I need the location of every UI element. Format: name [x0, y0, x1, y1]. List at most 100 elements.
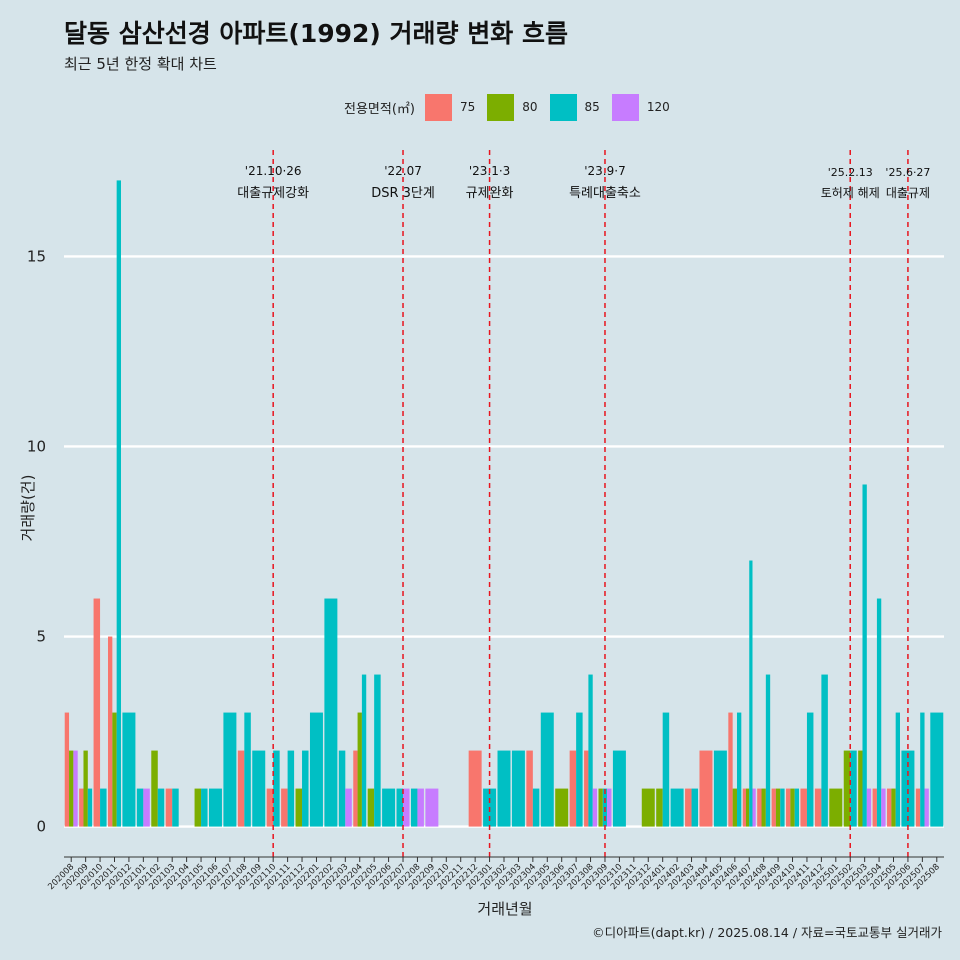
- bar-202111-75: [281, 788, 288, 827]
- x-axis-label: 거래년월: [477, 900, 532, 918]
- event-label-3: 특례대출축소: [569, 186, 641, 201]
- gridlines: [64, 255, 944, 828]
- bar-202309-120: [607, 788, 612, 827]
- bar-202207-120: [403, 788, 410, 827]
- bar-202106-85: [208, 788, 222, 827]
- bar-202008-120: [73, 750, 78, 827]
- legend: 전용면적(㎡) 75 80 85 120: [344, 92, 682, 122]
- bar-202108-75: [237, 750, 245, 827]
- bar-202502-80: [843, 750, 851, 827]
- bar-202406-85: [736, 712, 742, 827]
- legend-item-85: 85: [549, 93, 600, 121]
- bar-202209-120: [425, 788, 439, 827]
- bar-202507-120: [924, 788, 929, 827]
- event-date-0: '21.10·26: [245, 164, 302, 178]
- bar-202501-80: [829, 788, 843, 827]
- bar-202112-80: [295, 788, 303, 827]
- legend-label-85: 85: [584, 100, 600, 114]
- event-date-1: '22.07: [384, 164, 422, 178]
- legend-item-80: 80: [487, 93, 538, 121]
- bar-202505-75: [887, 788, 892, 827]
- bar-202102-80: [151, 750, 158, 827]
- bar-202505-80: [891, 788, 896, 827]
- event-label-5: 대출규제: [886, 186, 930, 200]
- bar-202409-80: [775, 788, 781, 827]
- bar-202308-85: [588, 674, 593, 827]
- bar-202307-85: [576, 712, 583, 827]
- bar-202208-85: [410, 788, 418, 827]
- bar-202112-85: [302, 750, 309, 827]
- bar-202503-80: [858, 750, 863, 827]
- y-tick-label-5: 5: [36, 628, 46, 646]
- chart-subtitle: 최근 5년 한정 확대 차트: [64, 55, 217, 73]
- bar-202503-120: [866, 788, 872, 827]
- bar-202402-85: [670, 788, 684, 827]
- bar-202212-75: [468, 750, 482, 827]
- bar-202204-75: [353, 750, 358, 827]
- bar-202408-80: [761, 788, 766, 827]
- bar-202304-75: [526, 750, 533, 827]
- bar-202207-85: [396, 788, 404, 827]
- y-axis-label: 거래량(건): [19, 475, 37, 542]
- bar-202410-75: [786, 788, 791, 827]
- bar-202502-85: [850, 750, 857, 827]
- y-tick-label-15: 15: [27, 247, 46, 265]
- bar-202011-80: [112, 712, 117, 827]
- bar-202101-85: [136, 788, 144, 827]
- bar-202409-75: [771, 788, 776, 827]
- legend-swatch-75: [424, 93, 452, 121]
- bar-202111-85: [287, 750, 295, 827]
- bar-202503-85: [862, 484, 867, 827]
- legend-label-120: 120: [646, 100, 670, 114]
- bar-202302-85: [497, 750, 511, 827]
- bar-202404-75: [699, 750, 713, 827]
- legend-swatch-80: [487, 93, 515, 121]
- bar-202504-75: [872, 788, 877, 827]
- bar-202108-85: [244, 712, 251, 827]
- legend-swatch-120: [611, 93, 639, 121]
- event-date-5: '25.6·27: [885, 166, 930, 179]
- bar-202401-85: [662, 712, 670, 827]
- bar-202406-80: [732, 788, 737, 827]
- event-date-2: '23.1·3: [469, 164, 510, 178]
- bar-202201-85: [309, 712, 323, 827]
- bar-202407-80: [746, 788, 750, 827]
- bar-202409-85: [780, 788, 785, 827]
- bar-202110-85: [273, 750, 280, 827]
- bar-202412-75: [814, 788, 822, 827]
- bar-202009-80: [83, 750, 88, 827]
- bar-202203-85: [338, 750, 346, 827]
- bar-202202-85: [324, 598, 338, 827]
- bar-202312-80: [641, 788, 655, 827]
- bar-202306-80: [555, 788, 569, 827]
- chart-title: 달동 삼산선경 아파트(1992) 거래량 변화 흐름: [64, 19, 568, 48]
- bar-202008-75: [64, 712, 70, 827]
- bar-202204-85: [361, 674, 367, 827]
- bar-202010-85: [100, 788, 107, 827]
- bar-202303-85: [511, 750, 525, 827]
- bar-202309-80: [598, 788, 603, 827]
- bar-202204-80: [357, 712, 362, 827]
- bar-202506-85: [901, 750, 915, 827]
- bar-202507-85: [920, 712, 925, 827]
- bar-202109-85: [252, 750, 266, 827]
- legend-item-120: 120: [611, 93, 670, 121]
- bar-202504-85: [876, 598, 882, 827]
- y-tick-label-0: 0: [36, 818, 46, 836]
- bar-202310-85: [612, 750, 626, 827]
- bar-202410-80: [790, 788, 795, 827]
- bar-202101-120: [143, 788, 150, 827]
- bar-202105-85: [201, 788, 208, 827]
- bar-202103-75: [165, 788, 173, 827]
- bar-202208-120: [417, 788, 424, 827]
- bar-202407-85: [749, 560, 753, 827]
- source-caption: ©디아파트(dapt.kr) / 2025.08.14 / 자료=국토교통부 실…: [592, 925, 942, 940]
- bar-202403-85: [691, 788, 699, 827]
- legend-label-80: 80: [522, 100, 538, 114]
- bar-202405-85: [713, 750, 727, 827]
- legend-swatch-85: [549, 93, 577, 121]
- event-label-4: 토허제 해제: [821, 186, 880, 200]
- bar-202403-75: [685, 788, 692, 827]
- bar-202505-85: [895, 712, 900, 827]
